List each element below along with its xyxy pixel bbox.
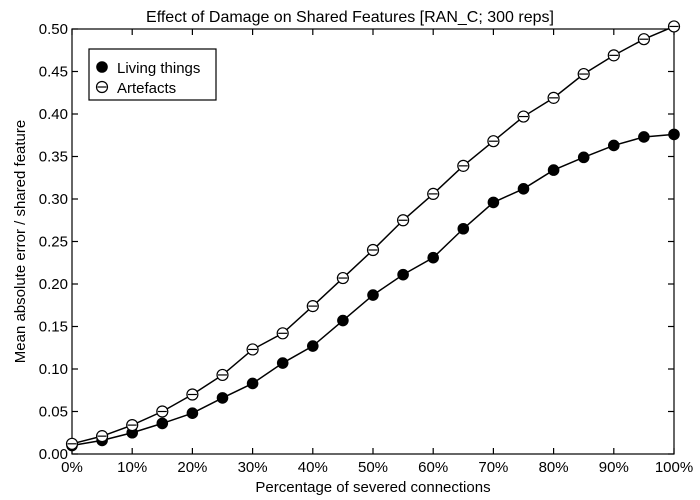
y-tick-label: 0.10 <box>39 361 68 378</box>
legend-living-things-label: Living things <box>117 60 200 77</box>
x-tick-label: 100% <box>655 459 693 476</box>
artefacts-point <box>186 388 199 401</box>
living-things-point <box>246 377 259 390</box>
y-tick-label: 0.00 <box>39 446 68 463</box>
y-tick-label: 0.50 <box>39 21 68 38</box>
y-tick-label: 0.40 <box>39 106 68 123</box>
living-things-point <box>216 392 229 404</box>
y-tick-label: 0.25 <box>39 234 68 251</box>
artefacts-point <box>457 159 470 172</box>
living-things-point <box>306 340 319 352</box>
y-tick-label: 0.05 <box>39 404 68 421</box>
series-artefacts <box>65 20 681 450</box>
artefacts-point <box>95 430 109 443</box>
x-tick-label: 60% <box>418 459 448 476</box>
artefacts-point <box>306 300 319 313</box>
living-things-point <box>156 417 169 430</box>
artefacts-point <box>397 214 410 227</box>
living-things-point <box>638 131 650 143</box>
artefacts-point <box>276 327 289 340</box>
y-tick-label: 0.35 <box>39 149 68 166</box>
x-axis-label: Percentage of severed connections <box>255 479 490 496</box>
living-things-point <box>397 268 409 281</box>
legend-living-things-marker <box>96 61 108 73</box>
x-tick-label: 80% <box>539 459 569 476</box>
living-things-point <box>186 407 199 419</box>
series-layer <box>65 20 681 452</box>
artefacts-point <box>487 135 500 148</box>
living-things-point <box>427 251 439 264</box>
artefacts-point <box>216 368 229 382</box>
y-tick-label: 0.15 <box>39 319 68 336</box>
artefacts-point <box>366 243 380 257</box>
x-tick-label: 30% <box>238 459 268 476</box>
y-tick-label: 0.30 <box>39 191 68 208</box>
x-tick-label: 20% <box>177 459 207 476</box>
artefacts-point <box>427 187 440 200</box>
living-things-point <box>607 139 620 152</box>
legend-item-artefacts: Artefacts <box>95 80 176 97</box>
x-tick-label: 0% <box>61 459 83 476</box>
y-tick-label: 0.45 <box>39 64 68 81</box>
artefacts-point <box>607 49 620 62</box>
x-tick-label: 10% <box>117 459 147 476</box>
artefacts-point <box>517 110 530 123</box>
legend-item-living-things: Living things <box>96 60 200 77</box>
living-things-point <box>337 314 349 327</box>
x-tick-label: 70% <box>478 459 508 476</box>
y-tick-label: 0.20 <box>39 276 68 293</box>
artefacts-point <box>667 20 681 33</box>
x-tick-label: 90% <box>599 459 629 476</box>
living-things-point <box>577 151 590 164</box>
artefacts-point <box>637 33 651 46</box>
living-things-point <box>457 222 470 235</box>
artefacts-point <box>65 437 79 450</box>
axis-ticks: 0% 10% 20% 30% 40% 50% 60% 70% 80% 90% 100% 0.00 0.0… <box>39 21 693 476</box>
artefacts-point <box>336 271 349 285</box>
living-things-point <box>487 196 500 209</box>
artefacts-point <box>547 91 560 104</box>
living-things-point <box>276 357 289 369</box>
legend-box <box>88 48 217 101</box>
living-things-point <box>668 128 680 141</box>
artefacts-point <box>156 405 169 418</box>
artefacts-point <box>246 343 259 356</box>
series-living-things <box>66 128 680 452</box>
legend-artefacts-label: Artefacts <box>117 80 176 97</box>
artefacts-point <box>126 419 139 432</box>
living-things-point <box>367 289 379 301</box>
x-tick-label: 40% <box>298 459 328 476</box>
living-things-point <box>547 164 560 176</box>
legend: Living things Artefacts <box>88 48 217 101</box>
x-tick-label: 50% <box>358 459 388 476</box>
y-axis-label: Mean absolute error / shared feature <box>12 120 29 363</box>
artefacts-point <box>577 67 590 81</box>
chart-title: Effect of Damage on Shared Features [RAN… <box>146 9 554 26</box>
living-things-point <box>517 183 530 195</box>
